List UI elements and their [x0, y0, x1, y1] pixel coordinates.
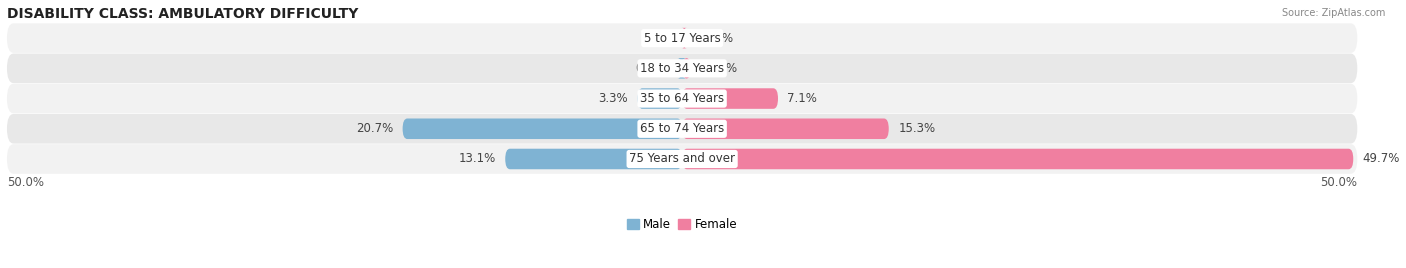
FancyBboxPatch shape: [682, 58, 690, 79]
Text: 50.0%: 50.0%: [7, 176, 44, 189]
Text: 13.1%: 13.1%: [458, 152, 496, 165]
Text: 7.1%: 7.1%: [787, 92, 817, 105]
Text: 50.0%: 50.0%: [1320, 176, 1357, 189]
FancyBboxPatch shape: [682, 149, 1353, 169]
Text: 18 to 34 Years: 18 to 34 Years: [640, 62, 724, 75]
Text: 65 to 74 Years: 65 to 74 Years: [640, 122, 724, 135]
Text: 0.32%: 0.32%: [696, 32, 733, 44]
Text: 20.7%: 20.7%: [356, 122, 394, 135]
Text: 0.05%: 0.05%: [636, 62, 672, 75]
FancyBboxPatch shape: [682, 28, 688, 49]
Legend: Male, Female: Male, Female: [621, 214, 742, 236]
Text: DISABILITY CLASS: AMBULATORY DIFFICULTY: DISABILITY CLASS: AMBULATORY DIFFICULTY: [7, 8, 359, 21]
Text: 3.3%: 3.3%: [599, 92, 628, 105]
Text: 15.3%: 15.3%: [898, 122, 935, 135]
Text: 5 to 17 Years: 5 to 17 Years: [644, 32, 720, 44]
FancyBboxPatch shape: [7, 54, 1357, 83]
FancyBboxPatch shape: [682, 118, 889, 139]
FancyBboxPatch shape: [637, 88, 682, 109]
Text: Source: ZipAtlas.com: Source: ZipAtlas.com: [1281, 8, 1385, 18]
Text: 35 to 64 Years: 35 to 64 Years: [640, 92, 724, 105]
FancyBboxPatch shape: [7, 144, 1357, 174]
FancyBboxPatch shape: [505, 149, 682, 169]
FancyBboxPatch shape: [682, 88, 778, 109]
Text: 0.0%: 0.0%: [643, 32, 672, 44]
Text: 49.7%: 49.7%: [1362, 152, 1400, 165]
FancyBboxPatch shape: [7, 114, 1357, 144]
FancyBboxPatch shape: [7, 84, 1357, 113]
FancyBboxPatch shape: [402, 118, 682, 139]
Text: 0.65%: 0.65%: [700, 62, 738, 75]
FancyBboxPatch shape: [7, 23, 1357, 53]
FancyBboxPatch shape: [678, 58, 686, 79]
Text: 75 Years and over: 75 Years and over: [628, 152, 735, 165]
